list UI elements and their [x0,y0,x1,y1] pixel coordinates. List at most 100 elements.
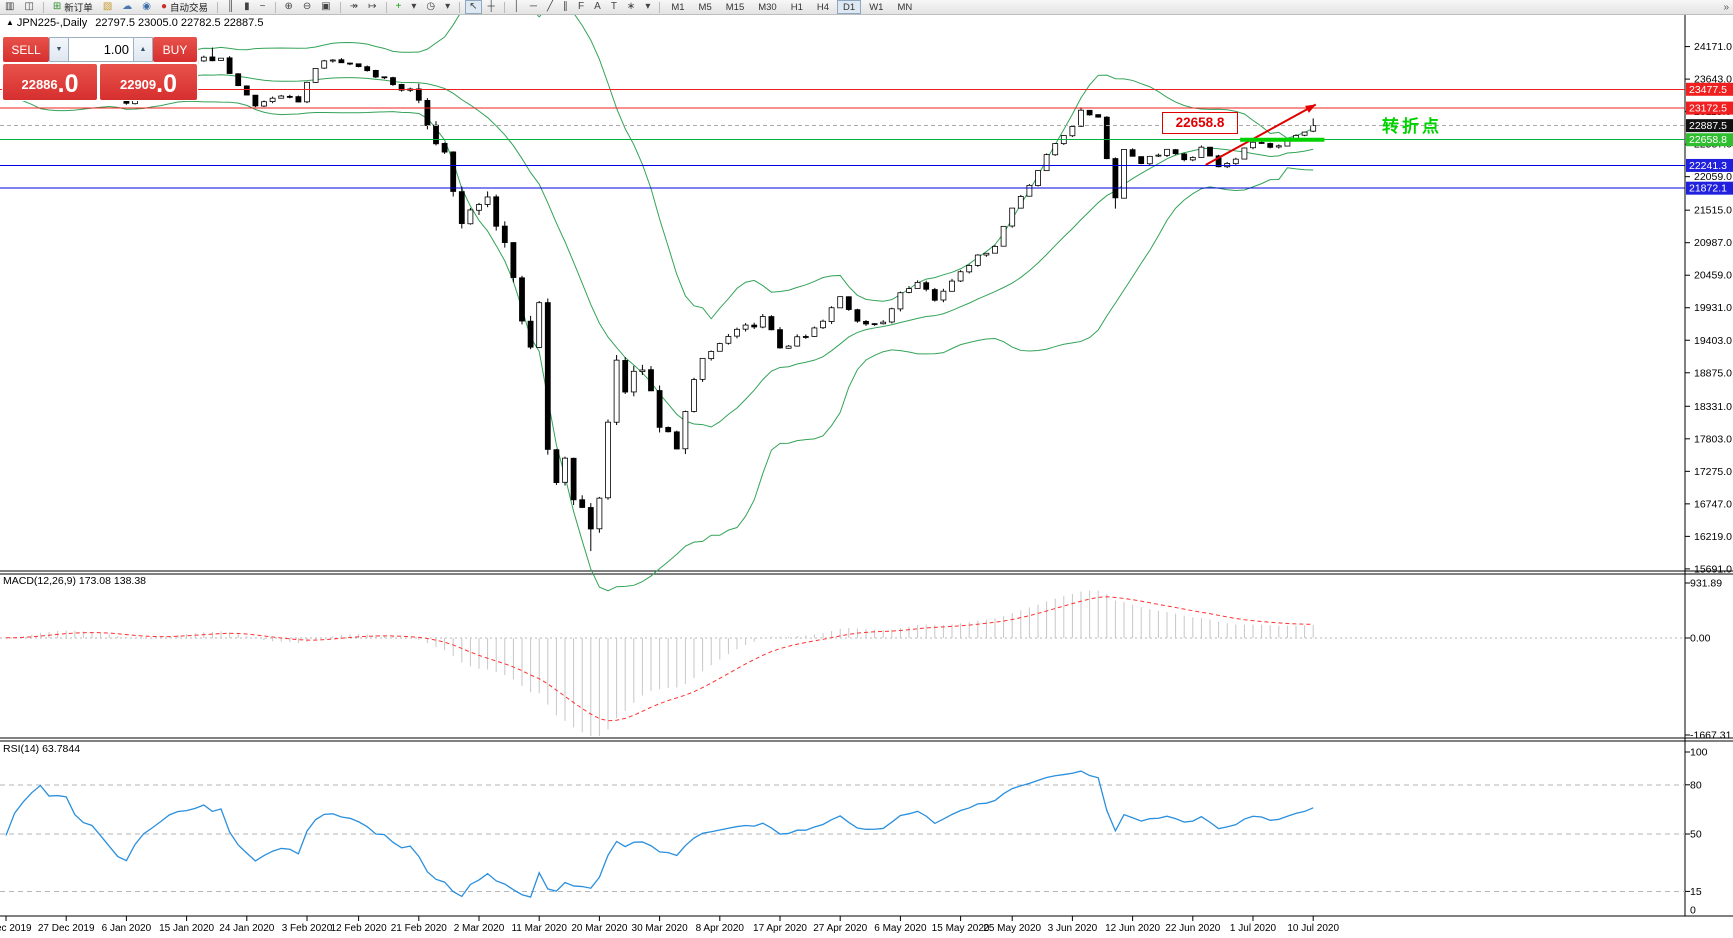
buy-price-tile[interactable]: 22909.0 [100,64,197,100]
timeframe-button-h1[interactable]: H1 [790,1,803,13]
toolbar-overflow-icon[interactable]: » [1723,1,1729,13]
date-label: 8 Dec 2019 [0,923,32,934]
auto-trading-icon[interactable]: ● 自动交易 [161,1,209,15]
history-center-icon[interactable]: ▧ [102,1,113,12]
chart-shift-icon[interactable]: ↦ [368,1,377,12]
date-label: 25 May 2020 [983,923,1041,934]
price-level-badge: 21872.1 [1689,183,1727,195]
price-tick-label: 16747.0 [1694,498,1732,510]
indicator-caret-icon[interactable]: ▾ [411,1,417,12]
buy-price-pips: .0 [156,70,177,98]
date-label: 15 Jan 2020 [159,923,214,934]
price-tick-label: 17275.0 [1694,466,1732,478]
vertical-line-icon[interactable]: │ [513,1,520,12]
rsi-tick-label: 100 [1690,747,1708,759]
toolbar-separator [274,1,276,13]
sell-button[interactable]: SELL [3,37,49,62]
new-chart-icon[interactable]: ▥ [5,1,15,12]
date-label: 15 May 2020 [932,923,990,934]
one-click-trading-panel: SELL ▼ ▲ BUY 22886.0 22909.0 [2,36,198,101]
volume-input[interactable] [69,37,133,62]
zoom-in-icon[interactable]: ⊕ [284,1,293,12]
cursor-icon[interactable]: ↖ [465,0,482,14]
price-level-badge: 22887.5 [1689,120,1727,132]
ohlc-values: 22797.5 23005.0 22782.5 22887.5 [95,17,264,29]
timeframe-button-h4[interactable]: H4 [816,1,830,13]
timeframe-button-m1[interactable]: M1 [671,1,685,13]
rsi-tick-label: 50 [1690,829,1702,841]
date-label: 8 Apr 2020 [696,923,745,934]
timeframe-button-m15[interactable]: M15 [725,1,745,13]
sell-price-pips: .0 [57,70,79,98]
arrow-objects-icon[interactable]: ∗ [626,1,636,12]
price-level-badge: 23477.5 [1689,84,1727,96]
publish-chart-icon[interactable]: ☁ [122,1,133,12]
date-label: 17 Apr 2020 [753,923,807,934]
equidistant-channel-icon[interactable]: ∥ [563,1,569,12]
price-tick-label: 16219.0 [1694,531,1732,543]
chart-profiles-icon[interactable]: ◫ [24,1,34,12]
bar-chart-icon[interactable]: ║ [227,1,235,12]
tile-windows-icon[interactable]: ▣ [321,1,331,12]
line-chart-icon[interactable]: ~ [259,1,266,12]
macd-indicator-label: MACD(12,26,9) 173.08 138.38 [3,575,147,587]
zoom-out-icon[interactable]: ⊖ [302,1,312,12]
date-label: 12 Feb 2020 [331,923,388,934]
fibonacci-icon[interactable]: F [578,1,585,12]
price-tick-label: 18331.0 [1694,401,1732,413]
rsi-tick-label: 0 [1690,905,1696,917]
date-label: 27 Apr 2020 [813,923,867,934]
timeframe-button-m30[interactable]: M30 [758,1,777,13]
rsi-tick-label: 80 [1690,779,1702,791]
signals-icon[interactable]: ◉ [142,1,151,12]
timeframe-button-mn[interactable]: MN [897,1,913,13]
volume-decrease-button[interactable]: ▼ [49,37,69,62]
sell-price-tile[interactable]: 22886.0 [3,64,97,100]
price-tick-label: 23643.0 [1694,74,1732,86]
date-label: 3 Jun 2020 [1048,923,1098,934]
horizontal-line-icon[interactable]: ─ [529,1,537,12]
timeframe-button-d1[interactable]: D1 [837,0,862,14]
turning-point-label: 转折点 [1382,117,1442,136]
date-label: 3 Feb 2020 [282,923,333,934]
period-clock-icon[interactable]: ◷ [426,1,436,12]
symbol-marker-icon: ▲ [6,18,14,27]
auto-scroll-icon[interactable]: ↠ [349,1,359,12]
toolbar-separator [42,1,44,13]
price-tick-label: 15691.0 [1694,563,1732,575]
macd-tick-label: 931.89 [1690,578,1722,590]
price-tick-label: 20987.0 [1694,237,1732,249]
price-tick-label: 19403.0 [1694,335,1732,347]
objects-caret-icon[interactable]: ▾ [645,1,651,12]
text-icon[interactable]: A [594,1,601,12]
date-label: 27 Dec 2019 [38,923,95,934]
price-level-badge: 22658.8 [1689,134,1727,146]
template-caret-icon[interactable]: ▾ [445,1,451,12]
new-order-icon[interactable]: ⊞ 新订单 [52,1,93,15]
price-tick-label: 18875.0 [1694,367,1732,379]
date-label: 1 Jul 2020 [1230,923,1277,934]
trendline-icon[interactable]: ╱ [547,1,554,12]
level-price-callout[interactable]: 22658.8 [1162,112,1238,134]
text-label-icon[interactable]: T [610,1,617,12]
symbol-name: JPN225-,Daily [16,17,88,29]
date-label: 6 Jan 2020 [102,923,152,934]
candlestick-chart-icon[interactable]: ▮ [244,1,250,12]
timeframe-button-m5[interactable]: M5 [698,1,712,13]
price-level-badge: 22241.3 [1689,160,1727,172]
toolbar-separator [339,1,341,13]
buy-price-main: 22909 [119,77,157,92]
buy-button[interactable]: BUY [153,37,197,62]
crosshair-icon[interactable]: ┼ [487,1,495,12]
price-tick-label: 21515.0 [1694,205,1732,217]
timeframe-button-w1[interactable]: W1 [869,1,884,13]
volume-increase-button[interactable]: ▲ [133,37,153,62]
date-label: 24 Jan 2020 [219,923,274,934]
date-label: 11 Mar 2020 [511,923,567,934]
price-tick-label: 20459.0 [1694,270,1732,282]
sell-price-main: 22886 [21,77,58,92]
toolbar-separator [217,1,219,13]
add-indicator-icon[interactable]: + [395,1,402,12]
